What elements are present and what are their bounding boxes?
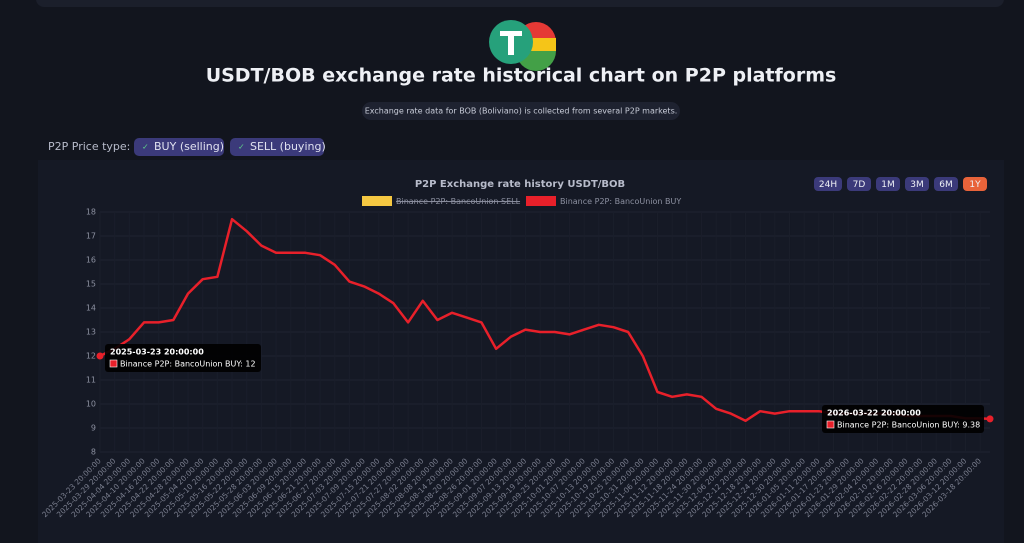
price-type-label: P2P Price type: (48, 140, 130, 153)
subtitle-pill (362, 102, 680, 120)
legend-swatch[interactable] (526, 196, 556, 206)
range-button[interactable] (963, 177, 987, 191)
check-icon: ✓ (238, 143, 245, 152)
range-button[interactable] (905, 177, 929, 191)
price-type-chip[interactable] (230, 138, 324, 156)
check-icon: ✓ (142, 143, 149, 152)
y-tick-label: 11 (86, 376, 96, 385)
y-tick-label: 14 (86, 304, 96, 313)
price-type-chip[interactable] (134, 138, 224, 156)
y-tick-label: 16 (86, 256, 96, 265)
y-tick-label: 13 (86, 328, 96, 337)
price-type-text[interactable]: SELL (buying) (250, 140, 326, 153)
range-button[interactable] (814, 177, 842, 191)
range-label[interactable]: 1Y (969, 180, 981, 190)
range-button[interactable] (876, 177, 900, 191)
range-label[interactable]: 24H (819, 180, 837, 190)
tooltip-text: Binance P2P: BancoUnion BUY: 12 (120, 360, 256, 369)
y-tick-label: 10 (86, 400, 96, 409)
y-tick-label: 12 (86, 352, 96, 361)
range-button[interactable] (847, 177, 871, 191)
y-tick-label: 17 (86, 232, 96, 241)
legend-label[interactable]: Binance P2P: BancoUnion BUY (560, 197, 681, 206)
y-tick-label: 8 (91, 448, 96, 457)
hover-point (986, 415, 994, 423)
legend-swatch[interactable] (362, 196, 392, 206)
tooltip-title: 2025-03-23 20:00:00 (110, 348, 204, 357)
page-subtitle: Exchange rate data for BOB (Boliviano) i… (365, 107, 678, 116)
tooltip-text: Binance P2P: BancoUnion BUY: 9.38 (837, 421, 980, 430)
range-button[interactable] (934, 177, 958, 191)
logo (489, 20, 556, 71)
page-title: USDT/BOB exchange rate historical chart … (206, 65, 837, 87)
chart-title: P2P Exchange rate history USDT/BOB (415, 179, 625, 190)
y-tick-label: 9 (91, 424, 96, 433)
range-label[interactable]: 6M (939, 180, 953, 190)
range-label[interactable]: 3M (910, 180, 924, 190)
price-type-text[interactable]: BUY (selling) (154, 140, 224, 153)
top-bar (36, 0, 1004, 7)
range-label[interactable]: 1M (881, 180, 895, 190)
y-tick-label: 15 (86, 280, 96, 289)
tooltip-swatch (826, 420, 835, 429)
tooltip (105, 344, 261, 372)
tooltip-title: 2026-03-22 20:00:00 (827, 409, 921, 418)
hover-point (96, 352, 104, 360)
y-tick-label: 18 (86, 208, 96, 217)
tooltip (822, 405, 984, 433)
range-label[interactable]: 7D (853, 180, 866, 190)
tooltip-swatch (109, 359, 118, 368)
